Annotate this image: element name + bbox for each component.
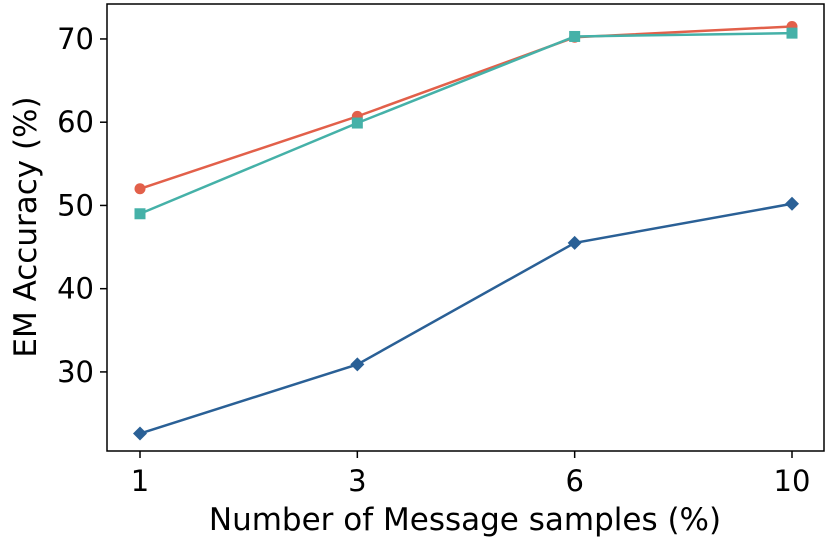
data-point xyxy=(567,235,582,250)
series-square xyxy=(134,27,798,220)
data-point xyxy=(133,426,147,441)
plot-area xyxy=(106,3,825,452)
x-tick-label: 6 xyxy=(565,464,583,498)
y-axis-label: EM Accuracy (%) xyxy=(8,96,44,357)
data-point xyxy=(134,183,146,195)
series-layer xyxy=(133,20,799,441)
data-point xyxy=(569,30,581,42)
y-axis: 30 40 50 60 70 xyxy=(57,22,107,389)
x-tick-label: 10 xyxy=(774,464,811,498)
y-tick-label: 60 xyxy=(57,105,94,139)
y-tick-label: 70 xyxy=(57,22,94,56)
y-tick-label: 40 xyxy=(57,272,94,306)
data-point xyxy=(351,117,363,129)
data-point xyxy=(350,357,365,372)
series-line xyxy=(139,202,793,435)
x-axis-label: Number of Message samples (%) xyxy=(209,502,721,538)
data-point xyxy=(785,196,799,211)
x-tick-label: 1 xyxy=(131,464,149,498)
series-diamond xyxy=(133,196,799,441)
y-tick-label: 30 xyxy=(57,355,94,389)
series-line xyxy=(139,31,793,215)
data-point xyxy=(786,27,798,39)
x-tick-label: 3 xyxy=(348,464,366,498)
y-tick-label: 50 xyxy=(57,188,94,222)
data-point xyxy=(134,208,146,220)
series-line xyxy=(139,25,793,190)
x-axis: 1 3 6 10 xyxy=(131,451,811,498)
